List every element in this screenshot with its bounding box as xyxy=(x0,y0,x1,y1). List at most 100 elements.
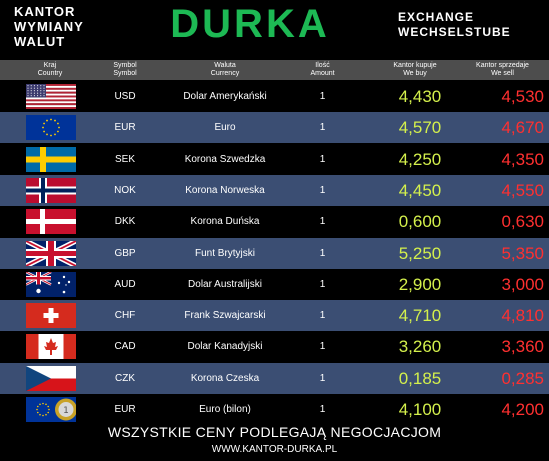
table-row: CHF Frank Szwajcarski 1 4,710 4,810 xyxy=(0,300,549,332)
col-amount-en: Amount xyxy=(310,70,335,77)
currency-name: Funt Brytyjski xyxy=(194,247,255,259)
col-sell-en: We sell xyxy=(491,70,514,77)
header-left-line: WYMIANY xyxy=(14,19,84,34)
buy-rate: 4,570 xyxy=(398,118,442,138)
sweden-flag xyxy=(26,146,76,172)
australia-flag xyxy=(26,271,76,297)
sell-rate: 3,000 xyxy=(501,274,544,294)
currency-amount: 1 xyxy=(319,153,326,165)
buy-rate: 3,260 xyxy=(398,337,442,357)
currency-symbol: AUD xyxy=(114,278,136,290)
buy-rate: 4,710 xyxy=(398,306,442,326)
currency-amount: 1 xyxy=(319,278,326,290)
currency-name: Dolar Australijski xyxy=(188,278,262,290)
buy-rate: 0,185 xyxy=(398,368,442,388)
currency-name: Korona Duńska xyxy=(190,216,260,228)
header-left-line: WALUT xyxy=(14,34,66,49)
brand-logo: DURKA xyxy=(170,2,330,46)
currency-name: Dolar Kanadyjski xyxy=(187,341,263,353)
website-link[interactable]: WWW.KANTOR-DURKA.PL xyxy=(211,444,338,455)
sell-rate: 4,350 xyxy=(501,149,544,169)
sell-rate: 5,350 xyxy=(501,243,544,263)
currency-amount: 1 xyxy=(319,216,326,228)
currency-symbol: USD xyxy=(114,91,136,102)
buy-rate: 4,100 xyxy=(398,400,442,419)
currency-symbol: NOK xyxy=(114,184,136,196)
svg-text:1: 1 xyxy=(63,406,69,416)
table-row: CAD Dolar Kanadyjski 1 3,260 3,360 xyxy=(0,331,549,363)
buy-rate: 4,450 xyxy=(398,180,442,200)
col-amount: Ilość Amount xyxy=(300,62,345,78)
currency-symbol: CHF xyxy=(114,310,136,322)
sell-rate: 0,630 xyxy=(501,212,544,232)
col-buy-pl: Kantor kupuje xyxy=(393,62,437,69)
sell-rate: 4,200 xyxy=(501,400,544,419)
buy-rate: 4,430 xyxy=(398,87,442,106)
table-row: SEK Korona Szwedzka 1 4,250 4,350 xyxy=(0,143,549,175)
currency-symbol: CZK xyxy=(115,372,135,384)
col-buy: Kantor kupuje We buy xyxy=(370,62,460,78)
col-currency-pl: Waluta xyxy=(214,62,236,69)
currency-symbol: EUR xyxy=(114,404,136,415)
norway-flag xyxy=(26,177,76,203)
currency-amount: 1 xyxy=(319,91,326,102)
col-buy-en: We buy xyxy=(403,70,427,77)
buy-rate: 5,250 xyxy=(398,243,442,263)
table-row: 1 EUR Euro (bilon) 1 4,100 4,200 xyxy=(0,394,549,425)
sell-rate: 4,550 xyxy=(501,180,544,200)
sell-rate: 4,810 xyxy=(501,306,544,326)
col-currency-en: Currency xyxy=(210,70,240,77)
header: KANTOR WYMIANY WALUT DURKA EXCHANGE WECH… xyxy=(0,0,549,58)
col-sell: Kantor sprzedaje We sell xyxy=(460,62,545,78)
currency-name: Euro (bilon) xyxy=(199,404,251,415)
col-symbol: Symbol Symbol xyxy=(95,62,155,78)
currency-symbol: CAD xyxy=(114,341,136,353)
buy-rate: 0,600 xyxy=(398,212,442,232)
col-sell-pl: Kantor sprzedaje xyxy=(476,62,529,69)
currency-amount: 1 xyxy=(319,310,326,322)
col-symbol-en: Symbol xyxy=(113,70,137,77)
col-country-pl: Kraj xyxy=(43,62,57,69)
switzerland-flag xyxy=(26,303,76,329)
table-row: GBP Funt Brytyjski 1 5,250 5,350 xyxy=(0,237,549,269)
col-country: Kraj Country xyxy=(20,62,80,78)
currency-symbol: DKK xyxy=(114,216,136,228)
currency-amount: 1 xyxy=(319,247,326,259)
header-left-title: KANTOR WYMIANY WALUT xyxy=(14,4,84,49)
header-right-line: WECHSELSTUBE xyxy=(398,25,511,39)
eu-flag-with-coin: 1 xyxy=(26,397,76,422)
table-row: DKK Korona Duńska 1 0,600 0,630 xyxy=(0,206,549,238)
negotiation-notice: WSZYSTKIE CENY PODLEGAJĄ NEGOCJACJOM xyxy=(107,424,442,440)
currency-name: Korona Szwedzka xyxy=(184,153,266,165)
header-right-line: EXCHANGE xyxy=(398,10,475,24)
currency-name: Dolar Amerykański xyxy=(183,91,267,102)
currency-amount: 1 xyxy=(319,372,326,384)
col-currency: Waluta Currency xyxy=(150,62,300,78)
usa-flag xyxy=(26,84,76,109)
header-left-line: KANTOR xyxy=(14,4,76,19)
table-row: AUD Dolar Australijski 1 2,900 3,000 xyxy=(0,268,549,300)
table-header: Kraj Country Symbol Symbol Waluta Curren… xyxy=(0,60,549,80)
denmark-flag xyxy=(26,209,76,235)
header-right-title: EXCHANGE WECHSELSTUBE xyxy=(398,10,511,40)
czech-flag xyxy=(26,365,76,391)
eu-flag xyxy=(26,115,76,141)
sell-rate: 4,670 xyxy=(501,118,544,138)
currency-amount: 1 xyxy=(319,184,326,196)
currency-symbol: GBP xyxy=(114,247,136,259)
table-row: USD Dolar Amerykański 1 4,430 4,530 xyxy=(0,81,549,112)
currency-name: Korona Norweska xyxy=(185,184,265,196)
buy-rate: 4,250 xyxy=(398,149,442,169)
table-row: NOK Korona Norweska 1 4,450 4,550 xyxy=(0,174,549,206)
sell-rate: 3,360 xyxy=(501,337,544,357)
canada-flag xyxy=(26,334,76,360)
table-row: CZK Korona Czeska 1 0,185 0,285 xyxy=(0,362,549,394)
currency-name: Frank Szwajcarski xyxy=(184,310,266,322)
currency-name: Euro xyxy=(214,122,236,134)
currency-name: Korona Czeska xyxy=(190,372,260,384)
currency-symbol: EUR xyxy=(114,122,136,134)
sell-rate: 4,530 xyxy=(501,87,544,106)
table-row: EUR Euro 1 4,570 4,670 xyxy=(0,112,549,144)
col-amount-pl: Ilość xyxy=(315,62,330,69)
col-country-en: Country xyxy=(37,70,63,77)
